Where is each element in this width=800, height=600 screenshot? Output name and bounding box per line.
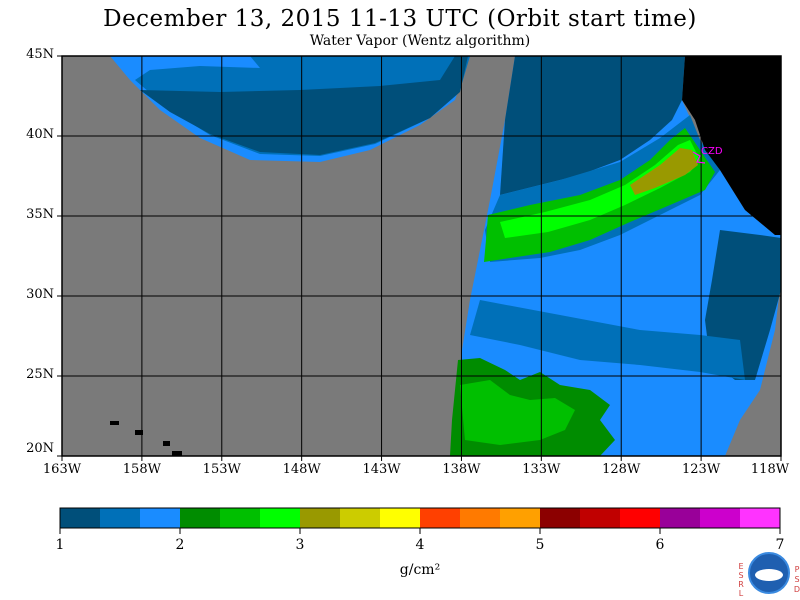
colorbar-tick-label: 3 xyxy=(295,537,305,553)
lat-label: 25N xyxy=(26,367,54,382)
colorbar-swatch xyxy=(220,508,261,528)
station-marker-icon xyxy=(692,151,706,164)
colorbar xyxy=(59,507,781,529)
colorbar-swatch xyxy=(460,508,501,528)
lon-label: 128W xyxy=(602,462,641,477)
colorbar-swatch xyxy=(700,508,741,528)
colorbar-swatch xyxy=(340,508,381,528)
map-plot-area xyxy=(62,56,781,456)
colorbar-swatch xyxy=(660,508,701,528)
moisture-plume-bright xyxy=(500,140,700,238)
lat-label: 45N xyxy=(26,47,54,62)
logo-letter-right: S xyxy=(794,575,800,584)
lon-ticks xyxy=(61,456,782,461)
colorbar-swatch xyxy=(100,508,141,528)
lon-label: 148W xyxy=(282,462,321,477)
colorbar-tick-label: 2 xyxy=(175,537,185,553)
colorbar-units: g/cm² xyxy=(399,562,441,578)
island xyxy=(110,421,119,425)
colorbar-swatch xyxy=(540,508,581,528)
colorbar-swatch xyxy=(620,508,661,528)
logo-letter-left: R xyxy=(738,580,744,589)
water-vapor-dry-south-band xyxy=(470,300,745,380)
colorbar-swatch xyxy=(740,508,781,528)
map-frame xyxy=(61,55,782,457)
lon-label: 138W xyxy=(442,462,481,477)
island xyxy=(163,441,170,446)
colorbar-tick-label: 6 xyxy=(655,537,665,553)
logo-letter-left: S xyxy=(738,571,744,580)
island xyxy=(172,451,182,456)
colorbar-ticks xyxy=(59,528,781,534)
colorbar-swatch xyxy=(500,508,541,528)
colorbar-tick-label: 5 xyxy=(535,537,545,553)
land-north-america xyxy=(682,56,781,235)
colorbar-swatch xyxy=(420,508,461,528)
lat-label: 40N xyxy=(26,127,54,142)
lon-label: 123W xyxy=(682,462,721,477)
moisture-plume-core xyxy=(630,148,698,195)
water-vapor-dry-north xyxy=(500,56,685,195)
island xyxy=(135,430,143,435)
logo-letter-left: E xyxy=(738,562,744,571)
colorbar-swatch xyxy=(300,508,341,528)
lon-label: 133W xyxy=(522,462,561,477)
colorbar-swatch xyxy=(140,508,181,528)
lat-label: 30N xyxy=(26,287,54,302)
logo-letter-right: D xyxy=(793,585,800,594)
colorbar-swatch xyxy=(60,508,101,528)
colorbar-swatch xyxy=(260,508,301,528)
lon-label: 158W xyxy=(122,462,161,477)
colorbar-swatch xyxy=(380,508,421,528)
lat-label: 20N xyxy=(26,441,54,456)
colorbar-tick-label: 7 xyxy=(775,537,785,553)
page-title: December 13, 2015 11-13 UTC (Orbit start… xyxy=(103,6,697,32)
lon-label: 153W xyxy=(202,462,241,477)
logo-letter-left: L xyxy=(738,589,744,598)
lon-label: 118W xyxy=(750,462,790,477)
logo-letter-right: P xyxy=(794,565,800,574)
station-label: CZD xyxy=(701,146,723,157)
noaa-logo-bird-icon xyxy=(755,569,783,581)
colorbar-swatch xyxy=(580,508,621,528)
page-subtitle: Water Vapor (Wentz algorithm) xyxy=(309,33,531,49)
lon-label: 163W xyxy=(42,462,82,477)
lat-label: 35N xyxy=(26,207,54,222)
lon-label: 143W xyxy=(362,462,401,477)
lat-ticks xyxy=(57,55,62,457)
colorbar-tick-label: 1 xyxy=(55,537,65,553)
colorbar-swatch xyxy=(180,508,221,528)
graticule xyxy=(62,56,781,456)
moisture-south-bright xyxy=(460,380,575,445)
colorbar-tick-label: 4 xyxy=(415,537,425,553)
